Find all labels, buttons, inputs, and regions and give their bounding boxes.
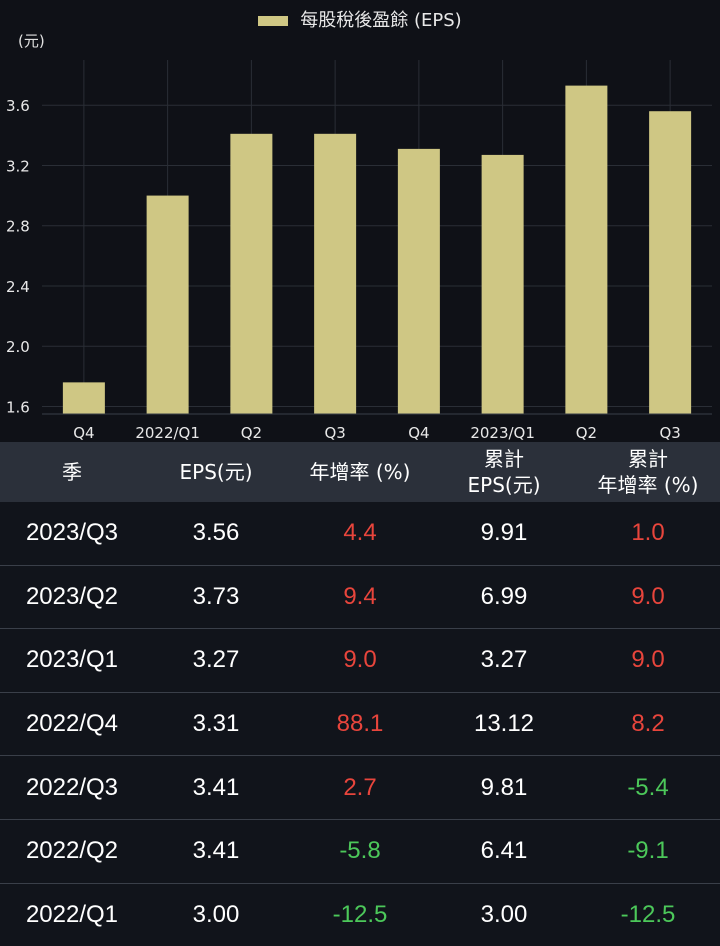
yoy-cell: -12.5 <box>332 900 388 928</box>
y-tick-label: 3.2 <box>6 157 30 175</box>
x-tick-label: Q3 <box>659 424 680 442</box>
cum-yoy-cell: -12.5 <box>620 900 676 928</box>
eps-cell: 3.41 <box>192 837 240 865</box>
cum-yoy-cell: -5.4 <box>627 773 669 801</box>
table-header: 季 EPS(元) 年增率 (%) 累計 EPS(元) 累計 年增率 (%) <box>0 442 720 502</box>
x-tick-label: Q4 <box>408 424 429 442</box>
season-cell: 2023/Q2 <box>25 582 119 610</box>
table-row: 2023/Q3 3.56 4.4 9.91 1.0 <box>0 502 720 566</box>
header-cum-yoy: 累計 年增率 (%) <box>597 447 699 497</box>
bar <box>649 111 692 415</box>
y-tick-label: 2.4 <box>6 278 30 296</box>
table-row: 2022/Q4 3.31 88.1 13.12 8.2 <box>0 692 720 757</box>
table-row: 2022/Q3 3.41 2.7 9.81 -5.4 <box>0 756 720 820</box>
bar <box>146 195 189 414</box>
cum-eps-cell: 13.12 <box>473 710 535 738</box>
table-row: 2023/Q1 3.27 9.0 3.27 9.0 <box>0 629 720 693</box>
eps-cell: 3.73 <box>192 582 240 610</box>
cum-yoy-cell: -9.1 <box>627 837 669 865</box>
bar <box>481 154 524 414</box>
eps-cell: 3.00 <box>192 900 240 928</box>
season-cell: 2022/Q4 <box>25 710 119 738</box>
header-season: 季 <box>62 460 82 484</box>
eps-chart: 每股稅後盈餘 (EPS) (元) 1.6 2.0 2.4 2.8 3.2 3.6 Q4 202… <box>0 0 720 442</box>
season-cell: 2022/Q3 <box>25 773 119 801</box>
yoy-cell: 9.4 <box>343 582 377 610</box>
eps-cell: 3.27 <box>192 646 240 674</box>
bar <box>565 85 608 414</box>
season-cell: 2023/Q3 <box>25 519 119 547</box>
cum-eps-cell: 3.00 <box>480 900 528 928</box>
bar <box>397 148 440 415</box>
table-row: 2022/Q1 3.00 -12.5 3.00 -12.5 <box>0 883 720 946</box>
y-axis-unit: (元) <box>18 32 45 50</box>
y-tick-label: 3.6 <box>6 97 30 115</box>
x-tick-label: Q3 <box>324 424 345 442</box>
eps-cell: 3.31 <box>192 710 240 738</box>
legend-swatch <box>258 16 289 26</box>
cum-yoy-cell: 9.0 <box>631 582 665 610</box>
y-tick-label: 1.6 <box>6 398 30 416</box>
season-cell: 2023/Q1 <box>25 646 119 674</box>
header-yoy: 年增率 (%) <box>309 460 411 484</box>
legend-label: 每股稅後盈餘 (EPS) <box>300 10 462 31</box>
x-tick-label: 2023/Q1 <box>470 424 535 442</box>
eps-cell: 3.56 <box>192 519 240 547</box>
table-body: 2023/Q3 3.56 4.4 9.91 1.0 2023/Q2 3.73 9.4 6.99 9… <box>0 502 720 946</box>
x-tick-label: 2022/Q1 <box>135 424 200 442</box>
y-tick-label: 2.0 <box>6 338 30 356</box>
yoy-cell: 2.7 <box>343 773 377 801</box>
eps-table: 季 EPS(元) 年增率 (%) 累計 EPS(元) 累計 年增率 (%) 20… <box>0 442 720 946</box>
cum-yoy-cell: 1.0 <box>631 519 665 547</box>
yoy-cell: 88.1 <box>336 710 384 738</box>
cum-yoy-cell: 8.2 <box>631 710 665 738</box>
cum-eps-cell: 9.91 <box>480 519 528 547</box>
yoy-cell: 4.4 <box>343 519 377 547</box>
table-row: 2023/Q2 3.73 9.4 6.99 9.0 <box>0 565 720 630</box>
header-cum-eps: 累計 EPS(元) <box>467 447 541 497</box>
season-cell: 2022/Q2 <box>25 837 119 865</box>
bar <box>314 133 357 415</box>
eps-cell: 3.41 <box>192 773 240 801</box>
table-row: 2022/Q2 3.41 -5.8 6.41 -9.1 <box>0 819 720 884</box>
x-tick-label: Q2 <box>241 424 262 442</box>
bar-chart-svg: 1.6 2.0 2.4 2.8 3.2 3.6 Q4 2022/Q1 Q2 Q3 Q4 2023/Q1… <box>6 60 712 442</box>
season-cell: 2022/Q1 <box>25 900 119 928</box>
cum-yoy-cell: 9.0 <box>631 646 665 674</box>
y-tick-label: 2.8 <box>6 218 30 236</box>
x-tick-label: Q4 <box>73 424 94 442</box>
chart-legend: 每股稅後盈餘 (EPS) <box>0 6 720 32</box>
cum-eps-cell: 6.99 <box>480 582 528 610</box>
yoy-cell: 9.0 <box>343 646 377 674</box>
x-tick-label: Q2 <box>576 424 597 442</box>
cum-eps-cell: 3.27 <box>480 646 528 674</box>
cum-eps-cell: 6.41 <box>480 837 528 865</box>
cum-eps-cell: 9.81 <box>480 773 528 801</box>
header-eps: EPS(元) <box>179 460 253 484</box>
bar <box>230 133 273 415</box>
bar <box>62 382 105 414</box>
yoy-cell: -5.8 <box>339 837 381 865</box>
